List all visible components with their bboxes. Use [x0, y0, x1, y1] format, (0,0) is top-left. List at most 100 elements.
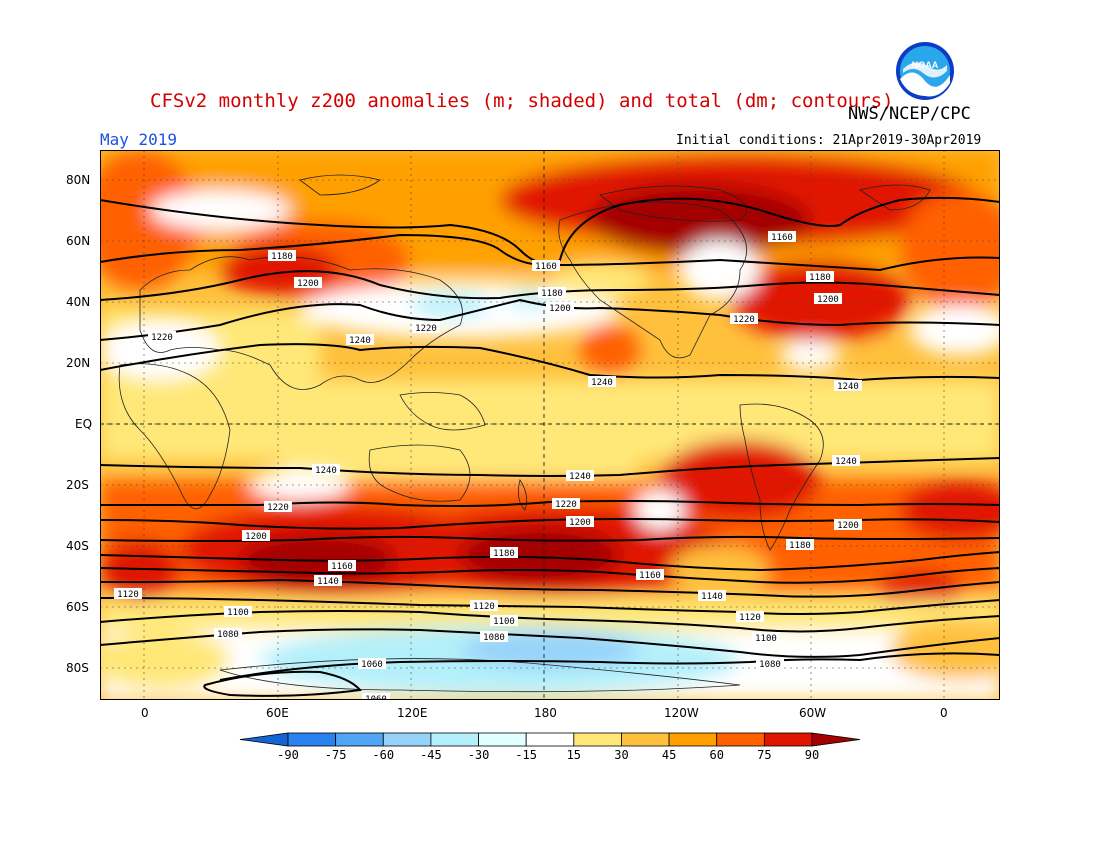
svg-text:1120: 1120	[117, 590, 139, 600]
svg-text:1240: 1240	[591, 378, 613, 388]
contour-label: 1200	[566, 516, 594, 528]
contour-labels: 1180 1200 1220 1240 1160 1180 1200 1220 …	[114, 231, 862, 700]
svg-text:1120: 1120	[473, 602, 495, 612]
contour-label: 1160	[636, 569, 664, 581]
lat-label: 40N	[66, 295, 91, 309]
svg-text:1240: 1240	[837, 382, 859, 392]
lon-label: 120W	[664, 706, 699, 720]
contour-label: 1200	[834, 519, 862, 531]
contour-label: 1140	[698, 590, 726, 602]
svg-text:1180: 1180	[541, 289, 563, 299]
contour-label: 1180	[538, 287, 566, 299]
contour-label: 1200	[546, 302, 574, 314]
initial-conditions-label: Initial conditions: 21Apr2019-30Apr2019	[676, 133, 982, 148]
svg-text:1060: 1060	[365, 695, 387, 700]
contour-label: 1120	[736, 611, 764, 623]
colorbar: -90 -75 -60 -45 -30 -15 15 30 45 60 75 90	[239, 732, 861, 762]
colorbar-cell	[811, 732, 861, 747]
colorbar-cell	[239, 732, 289, 747]
svg-text:1240: 1240	[569, 472, 591, 482]
contour-label: 1100	[224, 606, 252, 618]
svg-text:1200: 1200	[837, 521, 859, 531]
svg-text:1240: 1240	[349, 336, 371, 346]
contour-label: 1240	[312, 464, 340, 476]
svg-text:1080: 1080	[217, 630, 239, 640]
lon-label: 120E	[397, 706, 428, 720]
svg-text:1220: 1220	[267, 503, 289, 513]
contour-label: 1240	[566, 470, 594, 482]
lat-label: 60N	[66, 234, 91, 248]
noaa-logo: NOAA	[896, 42, 954, 100]
svg-text:1180: 1180	[493, 549, 515, 559]
colorbar-tick-label: -30	[468, 748, 490, 762]
svg-text:1200: 1200	[569, 518, 591, 528]
svg-text:1140: 1140	[701, 592, 723, 602]
lon-label: 180	[534, 706, 557, 720]
colorbar-cell	[287, 732, 337, 747]
svg-text:1160: 1160	[639, 571, 661, 581]
svg-text:1160: 1160	[331, 562, 353, 572]
svg-text:1220: 1220	[733, 315, 755, 325]
svg-text:1100: 1100	[227, 608, 249, 618]
colorbar-cell	[668, 732, 718, 747]
colorbar-tick-label: -60	[372, 748, 394, 762]
contour-label: 1120	[114, 588, 142, 600]
svg-text:1080: 1080	[759, 660, 781, 670]
colorbar-cell	[335, 732, 384, 747]
svg-text:1200: 1200	[549, 304, 571, 314]
contour-label: 1080	[480, 631, 508, 643]
colorbar-tick-label: 90	[805, 748, 819, 762]
svg-text:1100: 1100	[755, 634, 777, 644]
svg-text:1120: 1120	[739, 613, 761, 623]
contour-label: 1180	[806, 271, 834, 283]
agency-label: NWS/NCEP/CPC	[848, 104, 971, 124]
contour-label: 1100	[490, 615, 518, 627]
svg-text:1160: 1160	[535, 262, 557, 272]
lon-label: 0	[141, 706, 149, 720]
anomaly-map: 1180 1200 1220 1240 1160 1180 1200 1220 …	[100, 150, 1000, 700]
svg-text:1220: 1220	[555, 500, 577, 510]
lat-label: 80S	[66, 661, 89, 675]
contour-label: 1140	[314, 575, 342, 587]
contour-label: 1240	[834, 380, 862, 392]
contour-label: 1160	[532, 260, 560, 272]
lat-label: 40S	[66, 539, 89, 553]
lon-label: 0	[940, 706, 948, 720]
contour-label: 1180	[786, 539, 814, 551]
contour-label: 1220	[730, 313, 758, 325]
svg-text:1240: 1240	[835, 457, 857, 467]
colorbar-cell	[621, 732, 670, 747]
contour-label: 1200	[294, 277, 322, 289]
svg-text:1180: 1180	[271, 252, 293, 262]
month-label: May 2019	[100, 130, 178, 149]
lat-label: 80N	[66, 173, 91, 187]
noaa-logo-text: NOAA	[912, 60, 939, 70]
colorbar-tick-label: 60	[710, 748, 724, 762]
svg-text:1100: 1100	[493, 617, 515, 627]
contour-label: 1080	[214, 628, 242, 640]
contour-label: 1100	[752, 632, 780, 644]
svg-text:1200: 1200	[245, 532, 267, 542]
contour-label: 1120	[470, 600, 498, 612]
colorbar-cell	[763, 732, 813, 747]
svg-text:1160: 1160	[771, 233, 793, 243]
colorbar-tick-label: -75	[325, 748, 347, 762]
contour-label: 1060	[362, 693, 390, 700]
colorbar-cell	[478, 732, 527, 747]
lat-label: 20N	[66, 356, 91, 370]
chart-title: CFSv2 monthly z200 anomalies (m; shaded)…	[150, 90, 894, 112]
contour-label: 1180	[490, 547, 518, 559]
colorbar-tick-label: 30	[614, 748, 628, 762]
map-frame	[100, 150, 1000, 700]
colorbar-tick-label: 15	[567, 748, 581, 762]
colorbar-ticks: -90 -75 -60 -45 -30 -15 15 30 45 60 75 90	[277, 748, 819, 762]
colorbar-tick-label: -45	[420, 748, 442, 762]
lat-label: 60S	[66, 600, 89, 614]
svg-text:1180: 1180	[809, 273, 831, 283]
lat-label: 20S	[66, 478, 89, 492]
colorbar-tick-label: -15	[515, 748, 537, 762]
contour-label: 1220	[148, 331, 176, 343]
svg-text:1060: 1060	[361, 660, 383, 670]
svg-text:1200: 1200	[297, 279, 319, 289]
contour-label: 1240	[588, 376, 616, 388]
